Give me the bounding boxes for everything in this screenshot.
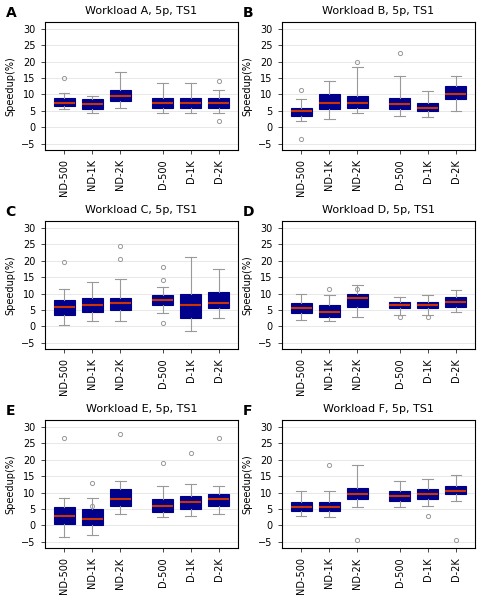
PathPatch shape [444, 86, 465, 100]
Y-axis label: Speedup(%): Speedup(%) [242, 56, 252, 116]
Y-axis label: Speedup(%): Speedup(%) [6, 455, 15, 514]
PathPatch shape [82, 100, 103, 109]
PathPatch shape [346, 293, 367, 307]
PathPatch shape [82, 298, 103, 311]
PathPatch shape [318, 94, 339, 109]
PathPatch shape [208, 98, 229, 107]
PathPatch shape [109, 89, 131, 101]
PathPatch shape [54, 98, 74, 106]
PathPatch shape [416, 103, 437, 111]
PathPatch shape [180, 98, 201, 107]
PathPatch shape [444, 297, 465, 307]
PathPatch shape [318, 502, 339, 511]
PathPatch shape [346, 96, 367, 107]
PathPatch shape [54, 508, 74, 524]
Y-axis label: Speedup(%): Speedup(%) [6, 256, 15, 315]
Text: B: B [242, 6, 253, 20]
Text: F: F [242, 404, 252, 418]
PathPatch shape [152, 499, 173, 512]
Text: C: C [6, 205, 16, 219]
PathPatch shape [388, 491, 409, 501]
PathPatch shape [109, 298, 131, 310]
Text: E: E [6, 404, 15, 418]
PathPatch shape [388, 98, 409, 109]
PathPatch shape [208, 292, 229, 308]
PathPatch shape [444, 486, 465, 494]
PathPatch shape [318, 305, 339, 317]
Text: D: D [242, 205, 254, 219]
PathPatch shape [290, 502, 311, 511]
PathPatch shape [152, 98, 173, 107]
PathPatch shape [180, 496, 201, 509]
PathPatch shape [208, 494, 229, 506]
PathPatch shape [54, 300, 74, 315]
Title: Workload E, 5p, TS1: Workload E, 5p, TS1 [85, 404, 197, 414]
Title: Workload D, 5p, TS1: Workload D, 5p, TS1 [321, 205, 434, 215]
Title: Workload A, 5p, TS1: Workload A, 5p, TS1 [85, 6, 197, 16]
Y-axis label: Speedup(%): Speedup(%) [6, 56, 15, 116]
PathPatch shape [290, 107, 311, 116]
PathPatch shape [290, 304, 311, 313]
PathPatch shape [346, 488, 367, 499]
PathPatch shape [388, 302, 409, 308]
Text: A: A [6, 6, 16, 20]
PathPatch shape [82, 509, 103, 526]
PathPatch shape [152, 295, 173, 305]
PathPatch shape [109, 490, 131, 506]
PathPatch shape [416, 302, 437, 308]
PathPatch shape [416, 490, 437, 499]
PathPatch shape [180, 293, 201, 318]
Title: Workload C, 5p, TS1: Workload C, 5p, TS1 [85, 205, 197, 215]
Title: Workload B, 5p, TS1: Workload B, 5p, TS1 [322, 6, 433, 16]
Title: Workload F, 5p, TS1: Workload F, 5p, TS1 [323, 404, 433, 414]
Y-axis label: Speedup(%): Speedup(%) [242, 256, 252, 315]
Y-axis label: Speedup(%): Speedup(%) [242, 455, 252, 514]
